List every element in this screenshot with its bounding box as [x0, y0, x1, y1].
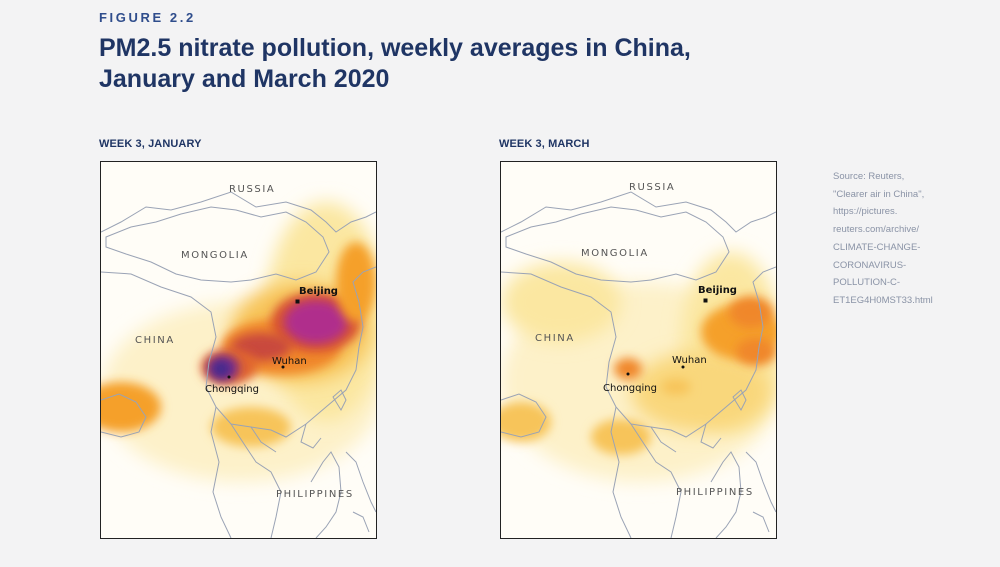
source-link-line[interactable]: reuters.com/archive/ [833, 224, 920, 236]
source-line: Source: Reuters, [833, 171, 905, 182]
wuhan-marker [681, 365, 685, 369]
figure-label: FIGURE 2.2 [99, 10, 196, 25]
chongqing-marker [227, 375, 231, 379]
map-january-svg: RUSSIA MONGOLIA CHINA PHILIPPINES Beijin… [101, 162, 376, 538]
source-link-line[interactable]: https://pictures. [833, 206, 898, 218]
source-link-line[interactable]: ET1EG4H0MST33.html [833, 294, 933, 306]
source-line: "Clearer air in China", [833, 188, 925, 200]
label-mongolia: MONGOLIA [581, 248, 649, 259]
source-link-line[interactable]: CLIMATE-CHANGE- [833, 241, 921, 253]
label-mongolia: MONGOLIA [181, 250, 249, 261]
pollution-layer-march [501, 252, 776, 482]
pollution-layer-january [101, 202, 376, 482]
source-link-line[interactable]: POLLUTION-C- [833, 277, 901, 289]
borders-march [501, 191, 776, 538]
title-line-2: January and March 2020 [99, 65, 390, 93]
chongqing-marker [626, 372, 630, 376]
label-china: CHINA [135, 335, 175, 346]
label-china: CHINA [535, 333, 575, 344]
source-note: Source: Reuters, "Clearer air in China",… [833, 168, 983, 310]
label-russia: RUSSIA [629, 182, 675, 193]
city-chongqing: Chongqing [205, 384, 259, 395]
label-russia: RUSSIA [229, 184, 275, 195]
source-link-line[interactable]: CORONAVIRUS- [833, 259, 907, 271]
panel-label-march: WEEK 3, MARCH [499, 138, 590, 150]
beijing-marker [295, 299, 300, 304]
map-january: RUSSIA MONGOLIA CHINA PHILIPPINES Beijin… [100, 161, 377, 539]
label-philippines: PHILIPPINES [676, 487, 754, 498]
title-line-1: PM2.5 nitrate pollution, weekly averages… [99, 34, 691, 62]
beijing-marker [703, 298, 708, 303]
wuhan-marker [281, 365, 285, 369]
map-march-svg: RUSSIA MONGOLIA CHINA PHILIPPINES Beijin… [501, 162, 776, 538]
city-beijing: Beijing [698, 285, 737, 296]
figure-title: PM2.5 nitrate pollution, weekly averages… [99, 33, 799, 95]
city-beijing: Beijing [299, 286, 338, 297]
label-philippines: PHILIPPINES [276, 489, 354, 500]
map-march: RUSSIA MONGOLIA CHINA PHILIPPINES Beijin… [500, 161, 777, 539]
panel-label-january: WEEK 3, JANUARY [99, 138, 202, 150]
city-wuhan: Wuhan [672, 355, 707, 366]
city-chongqing: Chongqing [603, 383, 657, 394]
city-wuhan: Wuhan [272, 356, 307, 367]
borders-january [101, 191, 376, 538]
